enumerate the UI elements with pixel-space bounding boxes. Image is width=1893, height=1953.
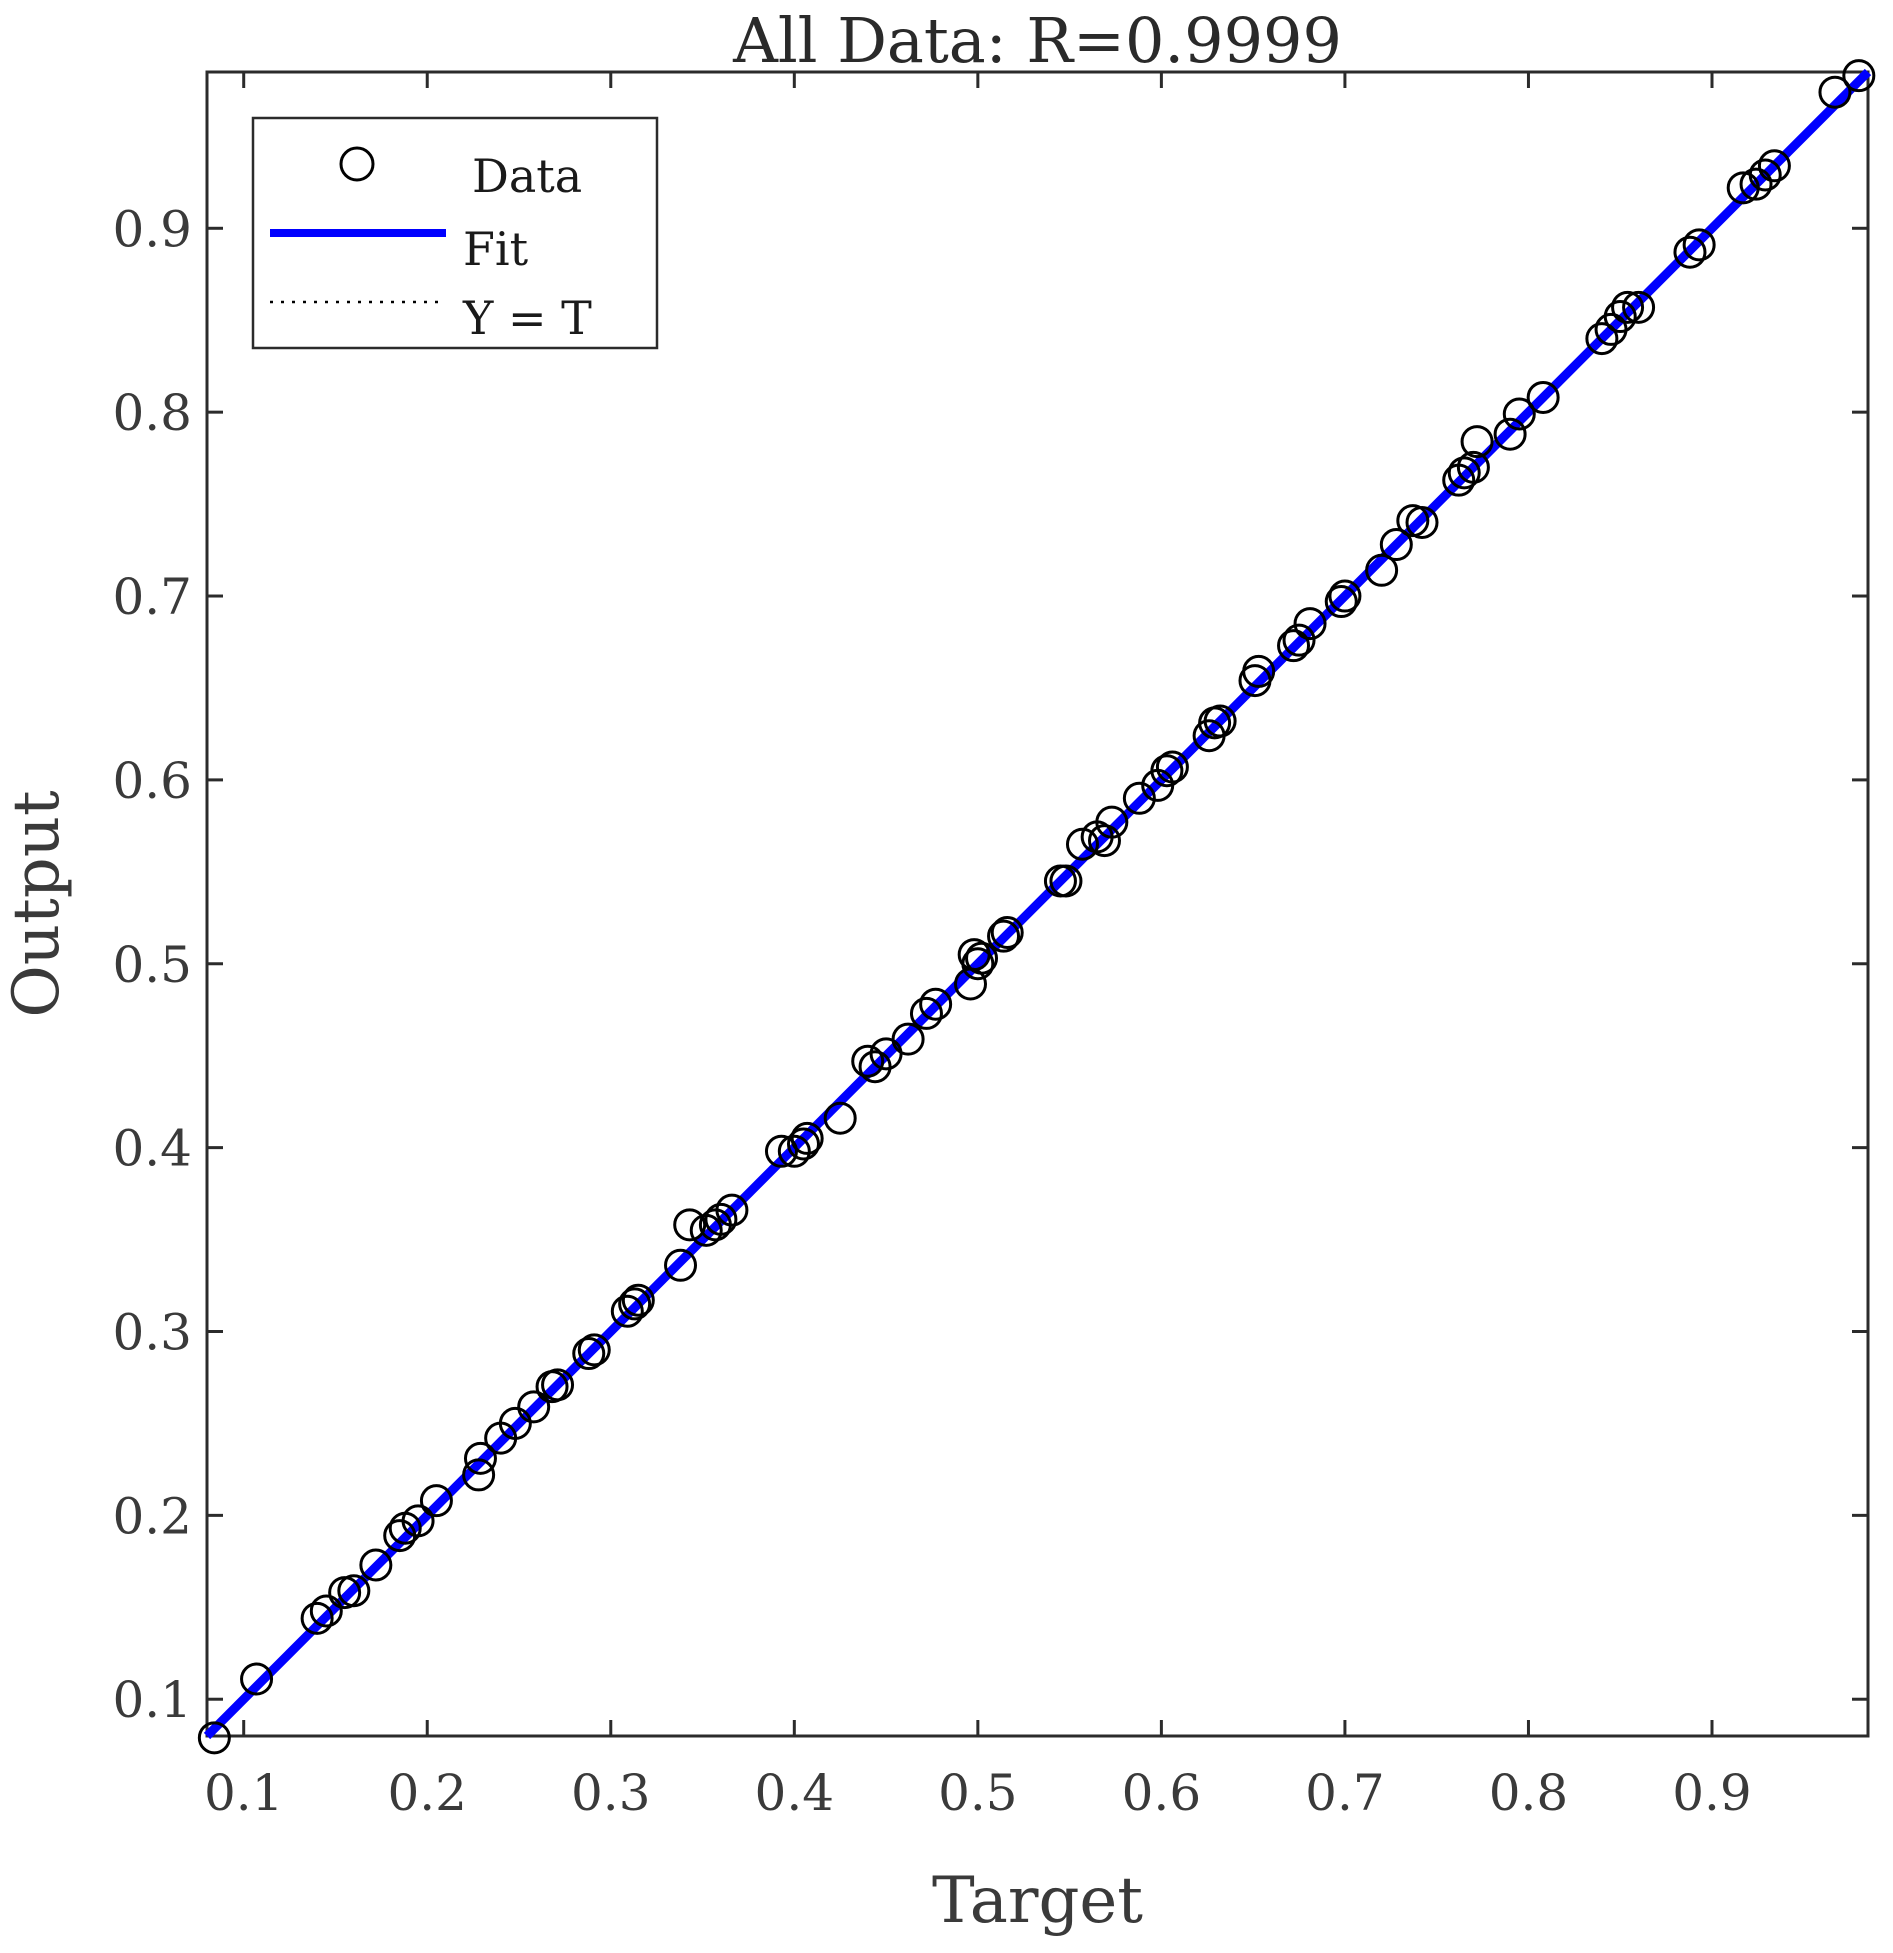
data-point — [891, 1022, 925, 1056]
x-tick-label: 0.7 — [1305, 1764, 1385, 1822]
y-tick-label: 0.1 — [112, 1671, 192, 1729]
data-point — [1365, 553, 1399, 587]
data-point — [961, 947, 995, 981]
y-tick-label: 0.6 — [112, 752, 192, 810]
data-point — [610, 1294, 644, 1328]
data-point — [1087, 824, 1121, 858]
data-point — [498, 1406, 532, 1440]
data-point — [1150, 754, 1184, 788]
data-point — [664, 1248, 698, 1282]
x-tick-label: 0.8 — [1489, 1764, 1569, 1822]
data-point — [309, 1594, 343, 1628]
x-tick-label: 0.5 — [938, 1764, 1018, 1822]
data-point — [858, 1050, 892, 1084]
x-tick-label: 0.1 — [204, 1764, 284, 1822]
axis-ticks: 0.1 0.2 0.3 0.4 0.5 0.6 0.7 0.8 0.9 0.1 0.2 0.3 0.4 0… — [112, 72, 1868, 1822]
data-point — [1757, 149, 1791, 183]
data-point — [1095, 805, 1129, 839]
legend-y-equals-t-label: Y = T — [462, 291, 592, 345]
data-point — [919, 987, 953, 1021]
data-point — [1526, 380, 1560, 414]
data-point — [1585, 322, 1619, 356]
data-point — [401, 1504, 435, 1538]
data-point — [1456, 450, 1490, 484]
data-points — [197, 59, 1876, 1755]
y-tick-label: 0.8 — [112, 384, 192, 442]
data-point — [419, 1484, 453, 1518]
x-tick-label: 0.6 — [1122, 1764, 1202, 1822]
data-point — [1682, 228, 1716, 262]
data-point — [300, 1601, 334, 1635]
data-point — [337, 1574, 371, 1608]
data-point — [1460, 425, 1494, 459]
x-axis-label: Target — [932, 1864, 1143, 1938]
data-point — [764, 1134, 798, 1168]
y-tick-label: 0.4 — [112, 1120, 192, 1178]
data-point — [621, 1283, 655, 1317]
data-point — [909, 996, 943, 1030]
x-tick-label: 0.2 — [387, 1764, 467, 1822]
y-tick-label: 0.7 — [112, 568, 192, 626]
data-point — [715, 1193, 749, 1227]
data-point — [1242, 654, 1276, 688]
data-point — [517, 1390, 551, 1424]
data-point — [541, 1368, 575, 1402]
legend-fit-label: Fit — [463, 222, 529, 276]
data-point — [790, 1121, 824, 1155]
data-point — [1324, 585, 1358, 619]
legend: Data Fit Y = T — [251, 116, 659, 350]
data-point — [1282, 623, 1316, 657]
data-point — [1611, 290, 1645, 324]
data-point — [1203, 704, 1237, 738]
data-point — [851, 1044, 885, 1078]
data-point — [1379, 528, 1413, 562]
data-point — [1447, 456, 1481, 490]
data-point — [1293, 607, 1327, 641]
data-point — [1049, 864, 1083, 898]
data-point — [1748, 158, 1782, 192]
data-point — [1277, 629, 1311, 663]
data-point — [1405, 505, 1439, 539]
data-point — [1842, 59, 1876, 93]
data-point — [1673, 235, 1707, 269]
data-point — [990, 915, 1024, 949]
x-tick-label: 0.4 — [755, 1764, 835, 1822]
data-point — [1065, 827, 1099, 861]
y-tick-label: 0.9 — [112, 200, 192, 258]
data-point — [965, 941, 999, 975]
data-point — [777, 1134, 811, 1168]
data-point — [197, 1721, 231, 1755]
data-point — [786, 1127, 820, 1161]
data-point — [987, 919, 1021, 953]
data-point — [1622, 290, 1656, 324]
y-axis-label: Output — [0, 790, 74, 1018]
chart-title: All Data: R=0.9999 — [732, 4, 1342, 77]
data-point — [704, 1202, 738, 1236]
x-tick-label: 0.9 — [1672, 1764, 1752, 1822]
data-point — [1122, 781, 1156, 815]
data-point — [463, 1441, 497, 1475]
data-point — [359, 1548, 393, 1582]
data-point — [618, 1287, 652, 1321]
y-tick-label: 0.3 — [112, 1303, 192, 1361]
data-point — [1603, 300, 1637, 334]
data-point — [577, 1333, 611, 1367]
data-point — [1739, 167, 1773, 201]
legend-data-marker-icon — [339, 146, 375, 182]
data-point — [673, 1208, 707, 1242]
data-point — [240, 1662, 274, 1696]
data-point — [462, 1458, 496, 1492]
data-point — [1818, 75, 1852, 109]
data-point — [1502, 397, 1536, 431]
data-point — [572, 1337, 606, 1371]
y-tick-label: 0.5 — [112, 936, 192, 994]
data-point — [1155, 750, 1189, 784]
data-point — [1493, 417, 1527, 451]
x-tick-label: 0.3 — [571, 1764, 651, 1822]
data-point — [1328, 579, 1362, 613]
y-tick-label: 0.2 — [112, 1487, 192, 1545]
legend-data-label: Data — [472, 149, 582, 203]
data-point — [823, 1101, 857, 1135]
